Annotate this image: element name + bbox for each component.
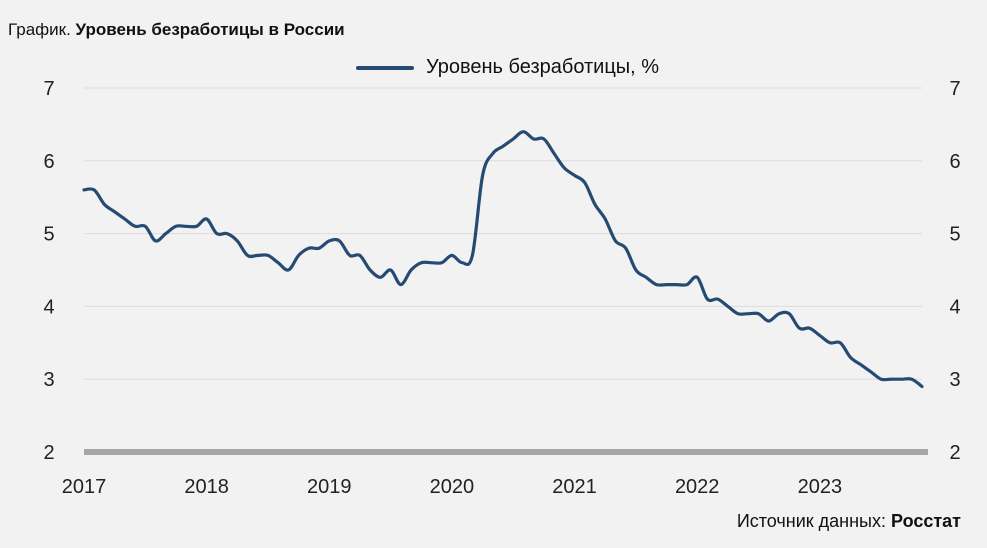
y-tick-label-left: 4 [43,296,54,318]
y-tick-label-right: 4 [949,296,960,318]
series-line-unemployment [82,130,924,389]
chart-legend: Уровень безработицы, % [0,56,987,79]
y-tick-label-left: 6 [43,151,54,173]
chart-title: График. Уровень безработицы в России [8,20,345,40]
y-tick-label-left: 3 [43,369,54,391]
y-tick-label-left: 5 [43,224,54,246]
y-tick-label-right: 7 [949,78,960,100]
x-tick-label: 2017 [62,476,107,498]
x-tick-label: 2023 [798,476,843,498]
y-tick-label-right: 3 [949,369,960,391]
chart-title-main: Уровень безработицы в России [75,20,345,39]
source-label: Источник данных: [736,511,886,531]
chart-title-lead: График. [8,20,71,39]
y-tick-label-right: 2 [949,442,960,464]
y-tick-label-left: 2 [43,442,54,464]
source-name: Росстат [891,511,961,531]
y-tick-label-right: 6 [949,151,960,173]
x-tick-label: 2021 [552,476,597,498]
x-tick-label: 2020 [430,476,475,498]
source-note: Источник данных: Росстат [737,511,961,532]
legend-line-swatch [355,65,414,70]
x-tick-label: 2019 [307,476,352,498]
y-tick-label-left: 7 [43,78,54,100]
x-tick-label: 2022 [675,476,720,498]
legend-label: Уровень безработицы, % [425,56,660,78]
x-tick-label: 2018 [184,476,229,498]
y-tick-label-right: 5 [949,224,960,246]
